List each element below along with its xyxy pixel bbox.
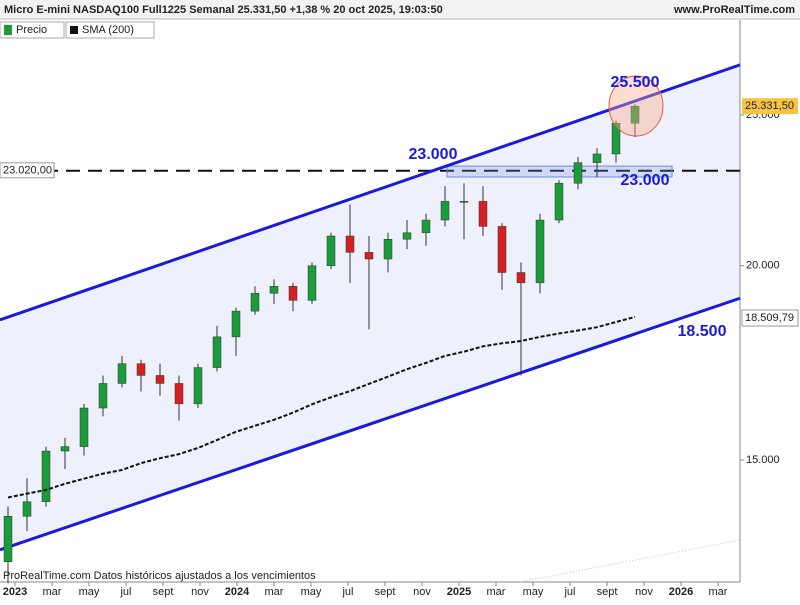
candle-body — [554, 182, 564, 221]
legend-label: Precio — [16, 24, 47, 36]
legend-swatch — [4, 25, 12, 35]
x-tick-label: nov — [191, 586, 209, 598]
candle-body — [535, 219, 545, 284]
legend-label: SMA (200) — [82, 24, 134, 36]
candle-body — [478, 201, 488, 227]
x-tick-label: jul — [341, 586, 353, 598]
candle-body — [307, 265, 317, 301]
candle-body — [22, 501, 32, 517]
annotation: 23.000 — [621, 172, 670, 189]
highlight — [608, 75, 664, 137]
candle-body — [3, 516, 13, 563]
legend-swatch — [70, 26, 78, 34]
candle-body — [212, 336, 222, 368]
candle-body — [402, 232, 412, 240]
candle-body — [383, 239, 393, 260]
candle-body — [136, 363, 146, 376]
annotation: 25.500 — [611, 74, 660, 91]
candle-body — [288, 286, 298, 301]
header-site: www.ProRealTime.com — [673, 4, 795, 16]
candle-body — [516, 272, 526, 284]
candle-body — [117, 363, 127, 384]
channel-lower — [0, 296, 741, 552]
x-tick-label: 2026 — [669, 586, 693, 598]
sma-last-box — [741, 309, 799, 327]
candle-body — [98, 383, 108, 409]
x-tick-label: mar — [265, 586, 284, 598]
candle-body — [41, 450, 51, 503]
last-price-label: 25.331,50 — [745, 100, 794, 112]
annotation: 18.500 — [678, 323, 727, 340]
x-tick-label: sept — [597, 586, 618, 598]
candle-body — [421, 219, 431, 234]
x-tick-label: nov — [413, 586, 431, 598]
candle-body — [611, 122, 621, 155]
candle-body — [497, 226, 507, 273]
support-label: 23.020,00 — [3, 165, 52, 177]
candle-body — [326, 235, 336, 266]
candle-body — [193, 367, 203, 405]
legend-box[interactable] — [0, 21, 65, 39]
sma-line — [7, 315, 636, 499]
y-tick-label: 15.000 — [746, 454, 780, 466]
candle-body — [364, 252, 374, 260]
support-label-box — [0, 162, 55, 179]
x-tick-label: 2023 — [3, 586, 27, 598]
candle-body — [630, 105, 640, 124]
header-bar — [0, 0, 800, 19]
annotation: 23.000 — [409, 146, 458, 163]
legend-box[interactable] — [65, 21, 155, 39]
candle-body — [269, 286, 279, 294]
last-price-box — [742, 98, 798, 115]
x-tick-label: 2025 — [447, 586, 471, 598]
candle-body — [250, 293, 260, 312]
sma-last-label: 18.509,79 — [745, 312, 794, 324]
y-tick-label: 20.000 — [746, 260, 780, 272]
candle-body — [459, 201, 469, 203]
header-title: Micro E-mini NASDAQ100 Full1225 Semanal … — [4, 4, 443, 16]
candle-body — [155, 375, 165, 384]
candle-body — [573, 162, 583, 184]
footer: ProRealTime.com Datos históricos ajustad… — [3, 570, 316, 582]
x-tick-label: mar — [43, 586, 62, 598]
channel-fill — [0, 64, 740, 550]
x-tick-label: mar — [709, 586, 728, 598]
x-tick-label: jul — [119, 586, 131, 598]
x-tick-label: may — [523, 586, 544, 598]
x-tick-label: nov — [635, 586, 653, 598]
candle-body — [592, 153, 602, 163]
candle-body — [440, 201, 450, 221]
channel-upper — [0, 63, 741, 322]
x-tick-label: sept — [153, 586, 174, 598]
candle-body — [60, 446, 70, 452]
x-tick-label: may — [79, 586, 100, 598]
x-tick-label: may — [301, 586, 322, 598]
candle-body — [79, 407, 89, 447]
candle-body — [345, 235, 355, 253]
x-tick-label: jul — [563, 586, 575, 598]
x-tick-label: mar — [487, 586, 506, 598]
candle-body — [174, 383, 184, 405]
zone — [446, 165, 673, 178]
candle-body — [231, 310, 241, 338]
x-tick-label: sept — [375, 586, 396, 598]
x-tick-label: 2024 — [225, 586, 250, 598]
projection — [519, 539, 741, 583]
